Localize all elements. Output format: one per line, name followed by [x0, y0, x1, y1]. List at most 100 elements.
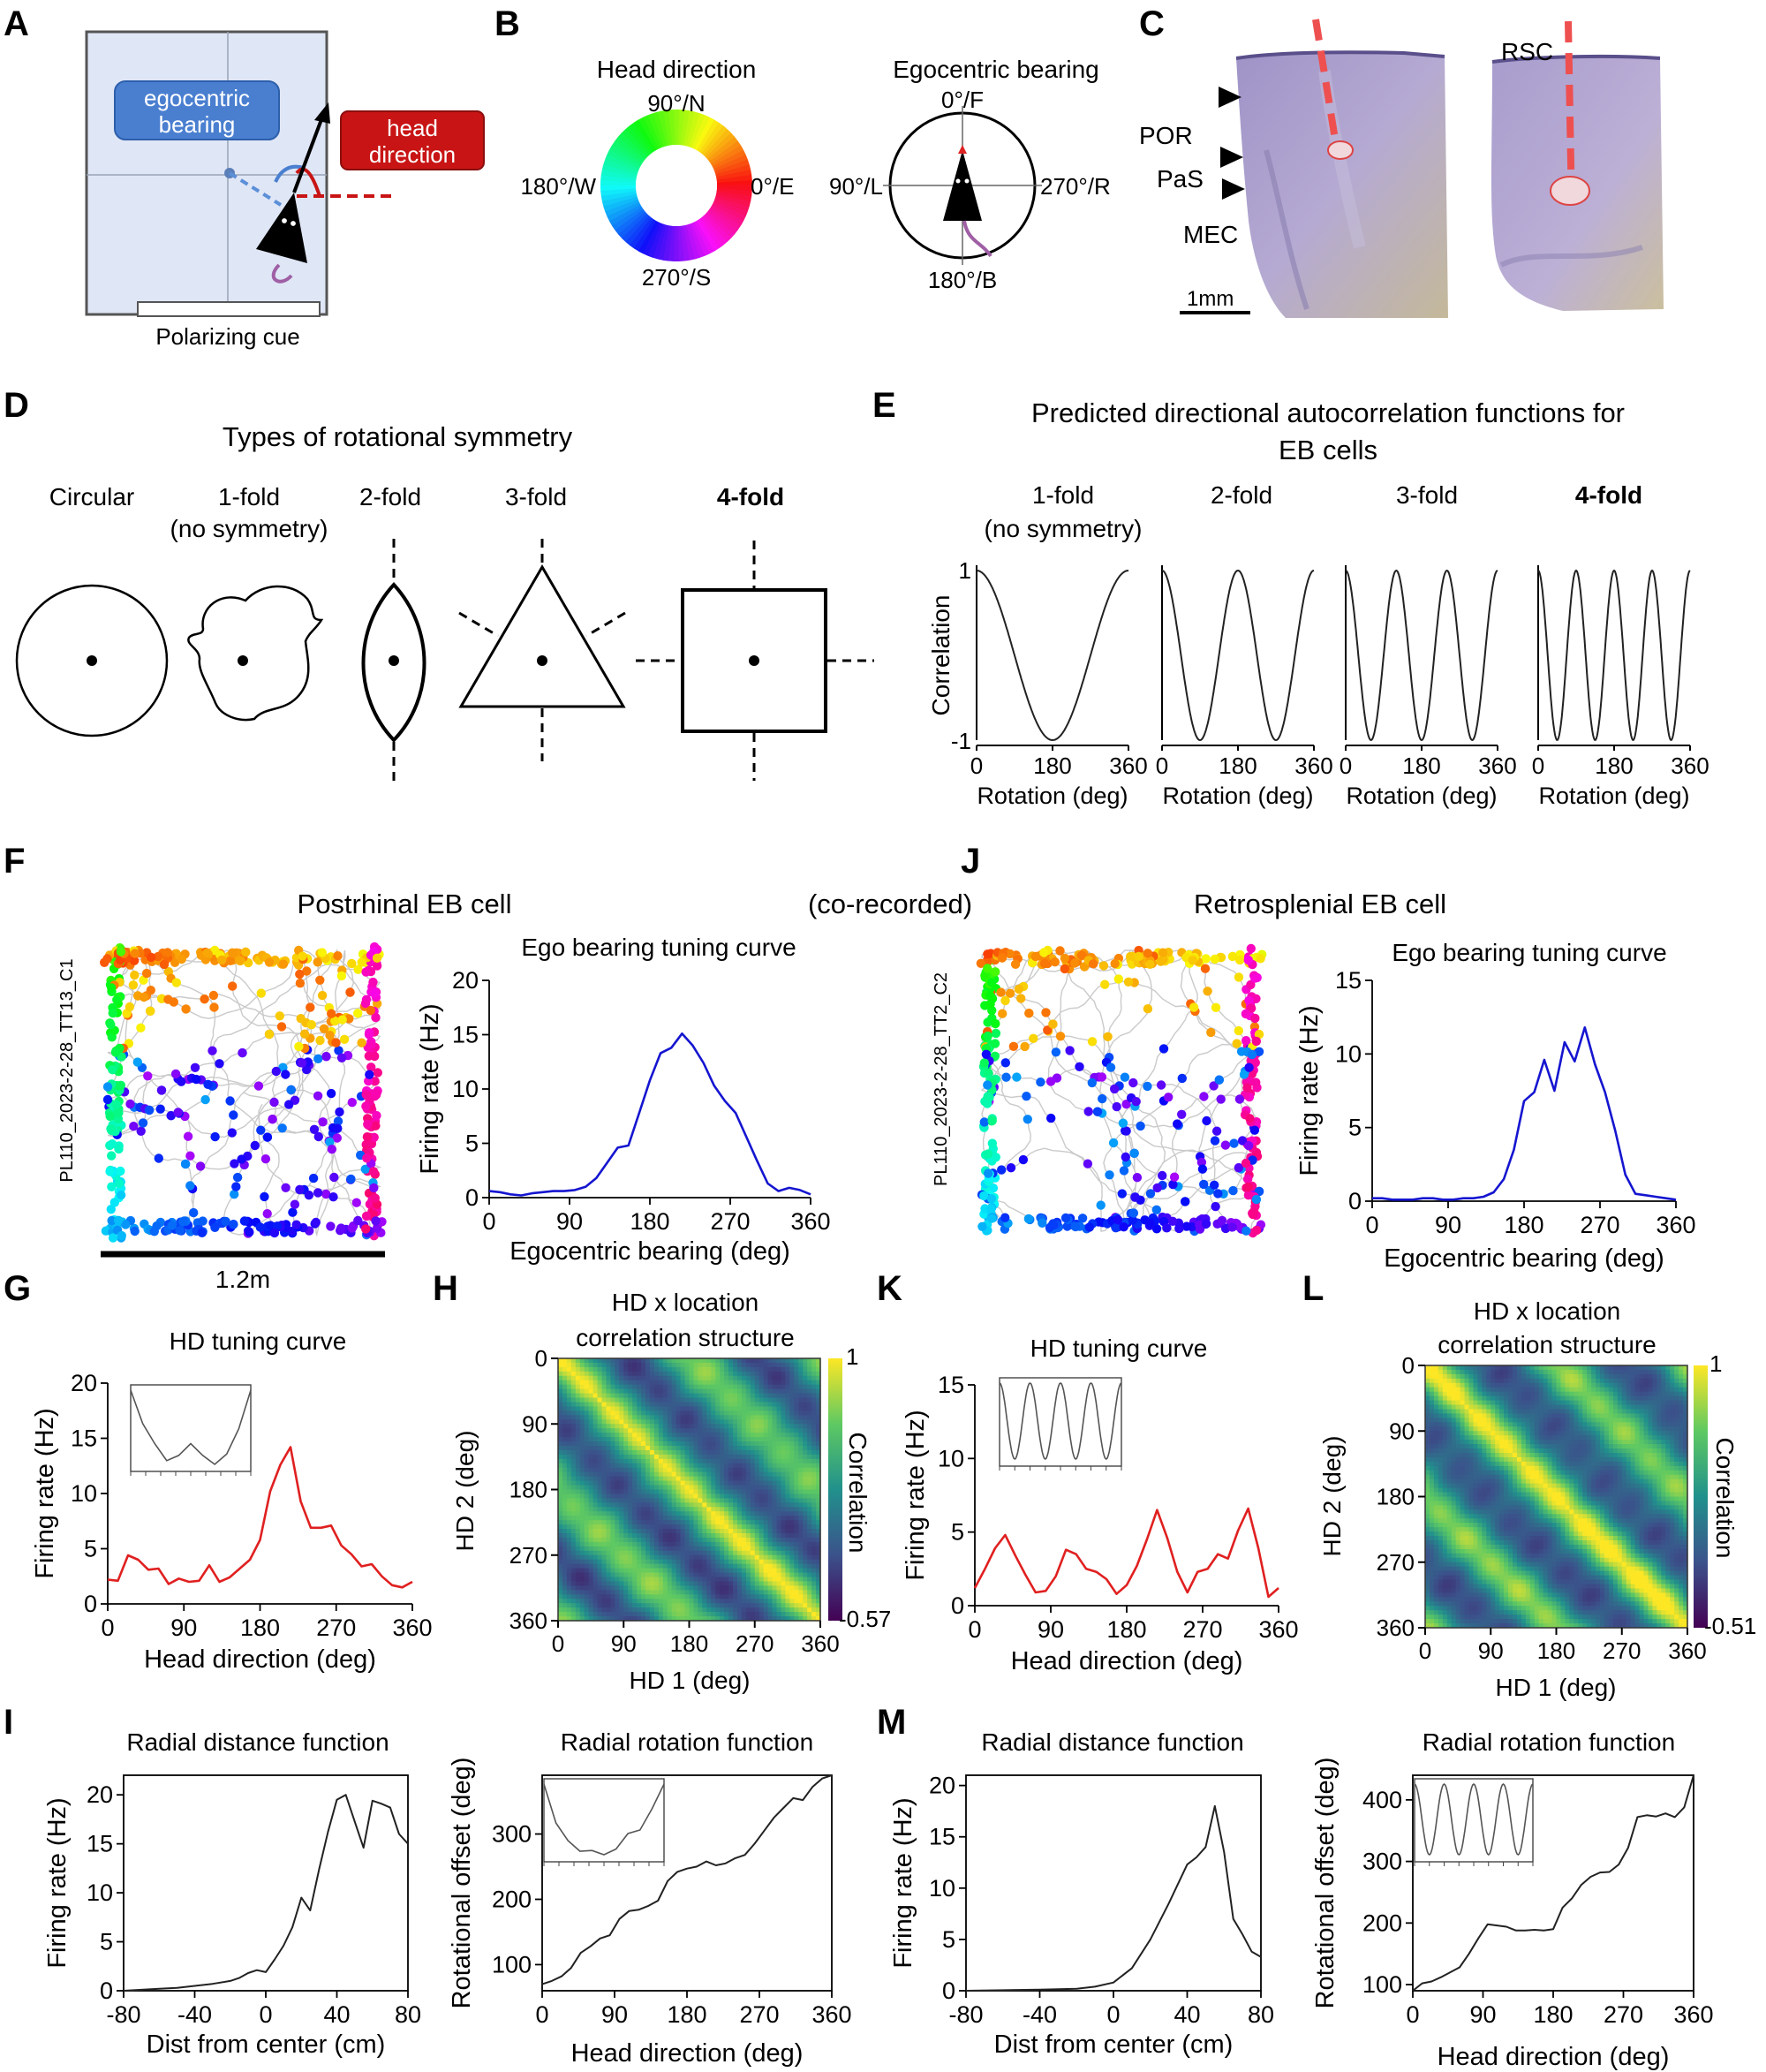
xtick-label: 270	[739, 2001, 779, 2028]
h-ylabel: HD 2 (deg)	[451, 1431, 479, 1552]
spike-dot	[1029, 1033, 1038, 1044]
spike-dot	[1197, 1164, 1208, 1174]
spike-dot	[1241, 1036, 1251, 1046]
spike-dot	[295, 969, 305, 979]
heatmap-ytick: 360	[1377, 1614, 1415, 1641]
spike-dot	[1070, 1221, 1081, 1232]
spike-dot	[268, 1115, 277, 1124]
spike-dot	[136, 1023, 146, 1033]
arrowhead-pas-2	[1222, 178, 1245, 200]
ytick-label: 100	[492, 1951, 532, 1977]
xtick-label: 270	[316, 1614, 356, 1641]
spike-dot	[116, 1166, 125, 1176]
spike-dot	[227, 948, 238, 958]
sym-label-no-symmetry: (no symmetry)	[170, 515, 328, 542]
acf-xlabel: Rotation (deg)	[1162, 783, 1313, 809]
spike-dot	[981, 1049, 992, 1060]
heatmap-xtick: 0	[1419, 1637, 1431, 1664]
spike-dot	[1202, 1115, 1211, 1126]
spike-dot	[1241, 1158, 1251, 1168]
spike-dot	[116, 1190, 126, 1200]
hd-wheel-segment	[691, 222, 711, 256]
f-tuning-title: Ego bearing tuning curve	[521, 934, 796, 961]
spike-dot	[362, 1153, 372, 1163]
spike-dot	[1151, 1205, 1162, 1215]
spike-dot	[284, 1100, 294, 1109]
hd-wheel-segment	[703, 128, 731, 158]
spike-dot	[264, 957, 275, 967]
acf-label-1fold: 1-fold	[1032, 481, 1094, 509]
hd-wheel-segment	[601, 164, 638, 178]
spike-dot	[983, 949, 992, 959]
xtick-label: -40	[177, 2001, 212, 2028]
spike-dot	[986, 1194, 997, 1204]
label-por: POR	[1139, 122, 1193, 149]
spike-dot	[107, 983, 117, 993]
hd-wheel-segment	[647, 223, 665, 259]
hd-wheel-segment	[653, 223, 668, 260]
spike-dot	[1250, 1013, 1260, 1024]
hd-wheel-segment	[694, 220, 715, 254]
ytick-label: 15	[71, 1425, 97, 1452]
spike-dot	[200, 994, 209, 1004]
acf-label-3fold: 3-fold	[1396, 481, 1458, 509]
trajectory-path-f	[106, 948, 382, 1237]
spike-dot	[171, 978, 181, 987]
spike-dot	[195, 1161, 206, 1171]
spike-dot	[291, 1220, 301, 1229]
hd-wheel-segment	[633, 219, 657, 252]
heatmap-l: 1 -0.51 Correlation HD 2 (deg) HD 1 (deg…	[1318, 1350, 1756, 1701]
hd-wheel-segment	[708, 140, 741, 164]
spike-dot	[1131, 1097, 1141, 1107]
spike-dot	[1244, 1141, 1254, 1151]
hd-wheel-segment	[617, 132, 647, 160]
eb-mouse-nose	[958, 145, 967, 154]
spike-dot	[1211, 1002, 1221, 1013]
spike-dot	[357, 957, 366, 967]
spike-dot	[1217, 1215, 1227, 1226]
hd-wheel-segment	[705, 132, 735, 160]
spike-dot	[238, 1047, 247, 1058]
hd-wheel-segment	[668, 110, 675, 146]
spike-dot	[1143, 949, 1153, 958]
ytick-label: 5	[100, 1929, 113, 1955]
shape-lens	[361, 582, 426, 743]
x-axis-label: Egocentric bearing (deg)	[509, 1237, 790, 1266]
spike-dot	[146, 1006, 155, 1017]
spike-dot	[1014, 984, 1024, 994]
xtick-label: 80	[395, 2001, 421, 2028]
label-rsc: RSC	[1501, 38, 1553, 65]
heatmap-ytick: 0	[1402, 1352, 1415, 1379]
spike-dot	[1210, 1180, 1219, 1191]
panel-letter-b: B	[494, 4, 520, 43]
hd-wheel-segment	[600, 180, 637, 186]
spike-dot	[366, 1005, 375, 1016]
sym-label-circular: Circular	[49, 483, 134, 510]
spike-dot	[1038, 1218, 1047, 1229]
spike-dot	[1121, 1152, 1131, 1162]
spike-dot	[362, 1132, 373, 1142]
spike-dot	[108, 1064, 117, 1075]
spike-dot	[1158, 1170, 1167, 1181]
spike-dot	[1145, 1218, 1155, 1229]
spike-dot	[125, 1002, 135, 1012]
hd-wheel-segment	[605, 199, 640, 217]
hd-wheel-segment	[624, 125, 652, 156]
spike-dot	[1143, 1081, 1152, 1092]
spike-dot	[1241, 1226, 1251, 1236]
ego-bearing-label-2: bearing	[159, 111, 236, 138]
spike-dot	[183, 1131, 193, 1141]
spike-dot	[1000, 995, 1010, 1006]
spike-dot	[130, 1226, 140, 1236]
spike-dot	[313, 1188, 323, 1198]
spike-dot	[353, 1215, 363, 1226]
spike-dot	[1048, 1219, 1058, 1229]
hd-wheel-segment	[698, 122, 723, 154]
heatmap-ytick: 180	[509, 1477, 547, 1503]
spike-dot	[353, 1009, 363, 1018]
panel-f: Postrhinal EB cell (co-recorded) PL110_2…	[57, 889, 972, 1293]
spike-dot	[152, 1221, 162, 1231]
spike-dot	[328, 1192, 338, 1202]
scale-label-f: 1.2m	[215, 1266, 270, 1293]
spike-dot	[990, 1039, 1000, 1048]
